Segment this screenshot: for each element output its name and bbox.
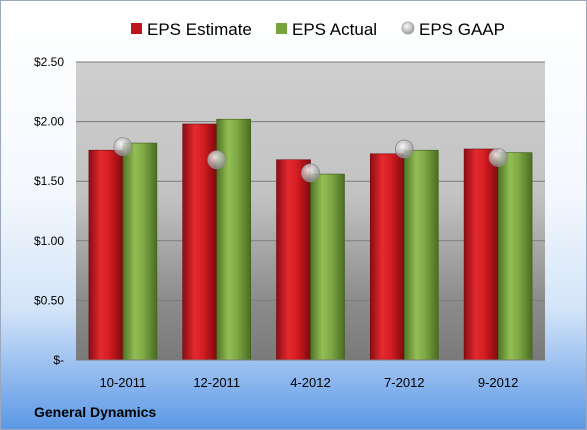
x-tick-label: 7-2012 <box>384 375 424 390</box>
bars <box>88 118 533 361</box>
marker-eps-gaap <box>394 139 414 159</box>
bar-eps-estimate <box>463 148 499 361</box>
bar-eps-actual <box>497 152 533 361</box>
marker-eps-gaap <box>301 163 320 183</box>
y-tick-label: $0.50 <box>34 293 64 307</box>
x-axis-labels: 10-2011 12-2011 4-2012 7-2012 9-2012 <box>100 375 519 390</box>
company-name: General Dynamics <box>34 404 156 420</box>
y-tick-label: $1.50 <box>34 174 64 188</box>
y-tick-label: $2.50 <box>34 55 64 69</box>
y-tick-label: $2.00 <box>34 115 64 129</box>
legend-swatch-estimate <box>131 23 142 34</box>
marker-eps-gaap <box>207 150 227 170</box>
bar-eps-estimate <box>276 159 311 361</box>
marker-eps-gaap <box>113 137 133 157</box>
bar-eps-actual <box>403 149 439 361</box>
legend-label-gaap: EPS GAAP <box>419 20 505 39</box>
bar-eps-actual <box>122 142 158 361</box>
bar-eps-estimate <box>369 153 405 361</box>
bar-eps-estimate <box>88 149 124 361</box>
y-tick-label: $1.00 <box>34 234 64 248</box>
legend-swatch-gaap <box>401 21 415 35</box>
x-tick-label: 4-2012 <box>290 375 330 390</box>
gaap-markers <box>113 137 508 183</box>
y-tick-label: $- <box>53 353 64 367</box>
legend: EPS Estimate EPS Actual EPS GAAP <box>131 20 505 39</box>
x-tick-label: 12-2011 <box>193 375 240 390</box>
bar-eps-actual <box>310 173 345 361</box>
x-tick-label: 9-2012 <box>478 375 518 390</box>
marker-eps-gaap <box>488 147 508 167</box>
legend-swatch-actual <box>276 23 287 34</box>
legend-label-actual: EPS Actual <box>292 20 377 39</box>
y-axis-ticks: $- $0.50 $1.00 $1.50 $2.00 $2.50 <box>34 55 64 367</box>
x-tick-label: 10-2011 <box>100 375 147 390</box>
legend-label-estimate: EPS Estimate <box>147 20 252 39</box>
